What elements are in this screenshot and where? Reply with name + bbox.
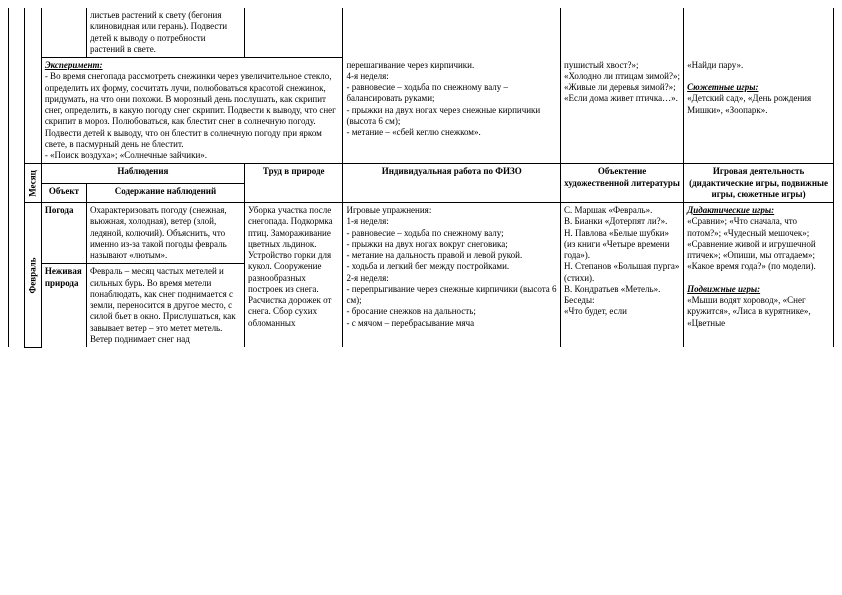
game-carry: «Найди пару». Сюжетные игры: «Детский са… — [684, 58, 834, 164]
empty-cell — [9, 183, 25, 202]
header-lit: Объектение художественной литературы — [561, 164, 684, 203]
curriculum-table: листьев растений к свету (бегония клинов… — [8, 8, 834, 348]
header-trud: Труд в природе — [244, 164, 343, 203]
game-carry-title: Сюжетные игры: — [687, 82, 758, 92]
header-obj: Объект — [41, 183, 86, 202]
header-lit-line1: Объектение — [598, 166, 647, 176]
game-carry-body: «Детский сад», «День рождения Мишки», «З… — [687, 93, 811, 114]
header-month: Месяц — [25, 164, 41, 203]
empty-cell — [684, 8, 834, 58]
empty-cell — [9, 58, 25, 164]
col-game: Дидактические игры: «Сравни»; «Что снача… — [684, 203, 834, 348]
game-body2: «Мыши водят хоровод», «Снег кружится», «… — [687, 295, 813, 328]
game-body: «Сравни»; «Что сначала, что потом?»; «Чу… — [687, 216, 818, 271]
empty-cell — [9, 164, 25, 183]
empty-cell — [41, 8, 86, 58]
game-title2: Подвижные игры: — [687, 284, 760, 294]
table-row: листьев растений к свету (бегония клинов… — [9, 8, 834, 58]
experiment-title: Эксперимент: — [45, 60, 103, 70]
empty-cell — [25, 58, 41, 164]
header-game: Игровая деятельность (дидактические игры… — [684, 164, 834, 203]
empty-cell — [9, 203, 25, 264]
col-fizo: Игровые упражнения: 1-я неделя: - равнов… — [343, 203, 561, 348]
table-row: Эксперимент: - Во время снегопада рассмо… — [9, 58, 834, 164]
fizo-carry: перешагивание через кирпичики. 4-я недел… — [343, 58, 561, 164]
lit-carry: пушистый хвост?»; «Холодно ли птицам зим… — [561, 58, 684, 164]
plants-text: листьев растений к свету (бегония клинов… — [86, 8, 244, 58]
header-nabl: Наблюдения — [41, 164, 244, 183]
row2-obj: Неживая природа — [41, 264, 86, 347]
month-fevral: Февраль — [25, 203, 41, 348]
empty-cell — [343, 8, 561, 58]
row2-content: Февраль – месяц частых метелей и сильных… — [86, 264, 244, 347]
col-lit: С. Маршак «Февраль». В. Бианки «Дотерпят… — [561, 203, 684, 348]
header-content: Содержание наблюдений — [86, 183, 244, 202]
experiment-cell: Эксперимент: - Во время снегопада рассмо… — [41, 58, 343, 164]
empty-cell — [9, 8, 25, 58]
empty-cell — [244, 8, 343, 58]
header-fizo: Индивидуальная работа по ФИЗО — [343, 164, 561, 203]
row1-content: Охарактеризовать погоду (снежная, вьюжна… — [86, 203, 244, 264]
header-lit-line2: художественной литературы — [564, 178, 680, 188]
empty-cell — [561, 8, 684, 58]
empty-cell — [25, 8, 41, 58]
table-row: Февраль Погода Охарактеризовать погоду (… — [9, 203, 834, 264]
experiment-body: - Во время снегопада рассмотреть снежинк… — [45, 71, 338, 160]
game-title: Дидактические игры: — [687, 205, 774, 215]
table-header-row: Месяц Наблюдения Труд в природе Индивиду… — [9, 164, 834, 183]
col-trud: Уборка участка после снегопада. Подкормк… — [244, 203, 343, 348]
game-carry-line1: «Найди пару». — [687, 60, 743, 70]
row1-obj: Погода — [41, 203, 86, 264]
empty-cell — [9, 264, 25, 347]
